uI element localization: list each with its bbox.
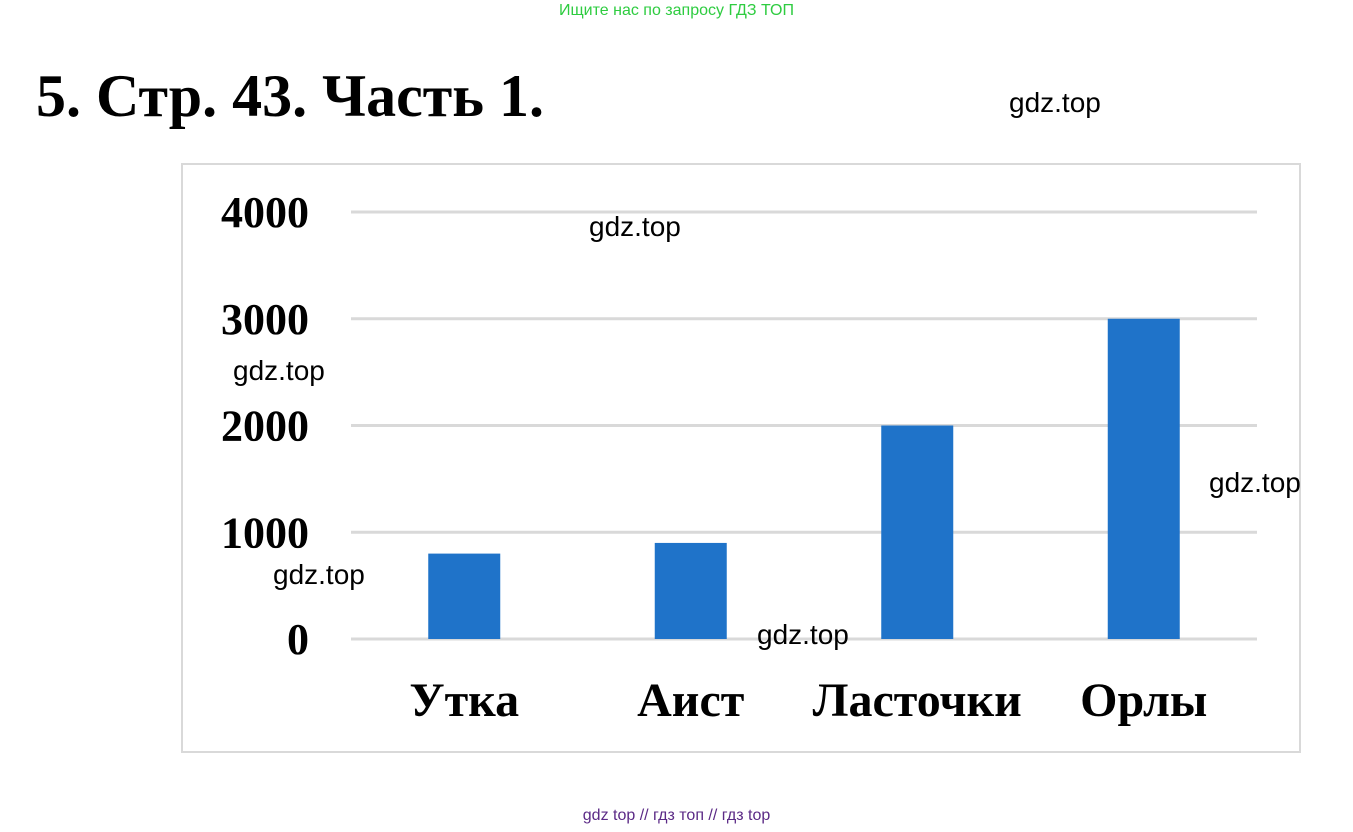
watermark-4: gdz.top xyxy=(1209,467,1301,498)
footer-links: gdz top // гдз топ // гдз top xyxy=(582,807,771,824)
y-tick-label-1000: 1000 xyxy=(221,508,309,557)
watermark-6: gdz.top xyxy=(757,619,849,650)
x-category-label-4: Орлы xyxy=(1080,674,1207,727)
bar-4 xyxy=(1107,318,1180,639)
top-banner: Ищите нас по запросу ГДЗ ТОП xyxy=(559,2,794,19)
y-tick-label-2000: 2000 xyxy=(221,402,309,451)
x-category-label-2: Аист xyxy=(637,674,744,727)
bar-1 xyxy=(428,553,501,639)
watermark-3: gdz.top xyxy=(233,355,325,386)
y-tick-label-3000: 3000 xyxy=(221,295,309,344)
y-tick-label-4000: 4000 xyxy=(221,188,309,237)
bar-3 xyxy=(881,425,954,639)
y-tick-label-0: 0 xyxy=(287,615,309,664)
watermark-5: gdz.top xyxy=(273,559,365,590)
watermark-2: gdz.top xyxy=(589,211,681,242)
page-title: 5. Стр. 43. Часть 1. xyxy=(36,63,544,129)
bar-2 xyxy=(654,542,727,639)
bar-chart: 0 1000 2000 3000 4000 Утка Аист Ласточки Орлы xyxy=(221,188,1257,727)
x-category-label-1: Утка xyxy=(409,674,519,727)
x-category-label-3: Ласточки xyxy=(813,674,1022,727)
watermark-1: gdz.top xyxy=(1009,87,1101,118)
